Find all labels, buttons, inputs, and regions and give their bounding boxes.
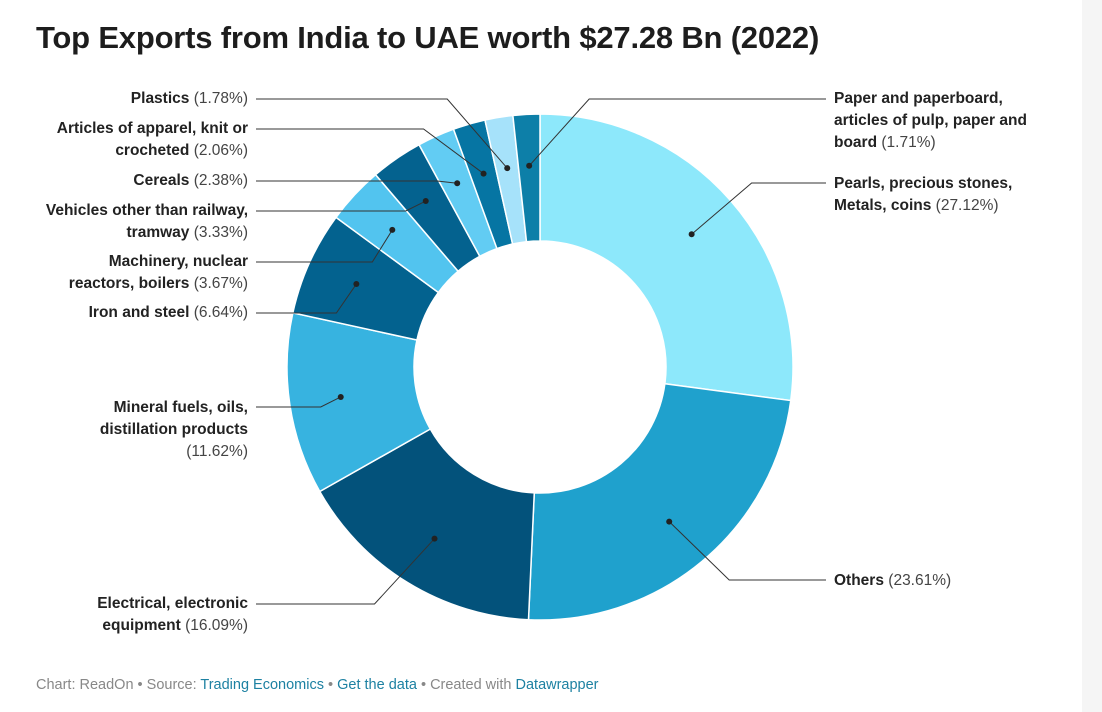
leader-line-machinery	[256, 226, 396, 263]
slice-electrical[interactable]	[318, 427, 536, 621]
slice-others[interactable]	[527, 382, 792, 621]
leader-line-plastics	[256, 98, 511, 172]
footer-credit: Chart: ReadOn	[36, 677, 134, 693]
datawrapper-link[interactable]: Datawrapper	[515, 677, 599, 693]
slice-label-machinery: Machinery, nuclear reactors, boilers (3.…	[43, 251, 248, 295]
slice-label-name: Cereals	[133, 172, 190, 189]
slice-label-pearls: Pearls, precious stones, Metals, coins (…	[834, 173, 1039, 217]
page-side-strip	[1082, 0, 1102, 712]
slice-label-plastics: Plastics (1.78%)	[18, 88, 248, 110]
slice-label-percent: (1.71%)	[881, 134, 936, 151]
footer-separator: • Source:	[133, 677, 201, 693]
slice-label-percent: (2.06%)	[193, 142, 248, 159]
leader-line-electrical	[256, 535, 438, 605]
slice-label-percent: (1.78%)	[193, 90, 248, 107]
slice-label-percent: (3.67%)	[193, 275, 248, 292]
slice-label-percent: (6.64%)	[193, 304, 248, 321]
slice-label-name: Plastics	[130, 90, 190, 107]
chart-title: Top Exports from India to UAE worth $27.…	[36, 20, 820, 55]
slice-label-name: Electrical, electronic equipment	[97, 595, 248, 634]
slice-label-name: Paper and paperboard, articles of pulp, …	[834, 90, 1027, 151]
slice-label-name: Articles of apparel, knit or crocheted	[56, 120, 248, 159]
slice-label-vehicles: Vehicles other than railway, tramway (3.…	[43, 200, 248, 244]
leader-line-cereals	[256, 180, 461, 187]
slice-label-name: Others	[834, 572, 884, 589]
leader-line-vehicles	[256, 198, 429, 212]
slice-label-percent: (11.62%)	[186, 443, 248, 460]
slice-label-cereals: Cereals (2.38%)	[18, 170, 248, 192]
slice-label-paper: Paper and paperboard, articles of pulp, …	[834, 88, 1059, 154]
slice-label-name: Vehicles other than railway, tramway	[45, 202, 248, 241]
slice-label-percent: (2.38%)	[193, 172, 248, 189]
slice-label-iron-steel: Iron and steel (6.64%)	[18, 302, 248, 324]
slice-label-percent: (16.09%)	[185, 617, 248, 634]
slice-label-percent: (27.12%)	[935, 197, 999, 214]
leader-line-pearls	[688, 182, 826, 238]
slice-paper[interactable]	[512, 113, 541, 243]
slice-label-name: Iron and steel	[88, 304, 190, 321]
get-the-data-link[interactable]: Get the data	[337, 677, 417, 693]
leader-line-mineral-fuels	[256, 393, 344, 408]
leader-line-paper	[526, 98, 826, 169]
leader-line-apparel	[256, 128, 487, 177]
chart-footer: Chart: ReadOn • Source: Trading Economic…	[36, 677, 599, 693]
slice-pearls[interactable]	[539, 113, 794, 402]
footer-separator: • Created with	[416, 677, 516, 693]
footer-separator: •	[323, 677, 338, 693]
slice-label-mineral-fuels: Mineral fuels, oils, distillation produc…	[73, 397, 248, 463]
slice-label-name: Mineral fuels, oils, distillation produc…	[99, 399, 248, 438]
slice-label-name: Machinery, nuclear reactors, boilers	[68, 253, 248, 292]
slice-label-name: Pearls, precious stones, Metals, coins	[834, 175, 1013, 214]
leader-line-others	[666, 518, 826, 581]
source-link[interactable]: Trading Economics	[200, 677, 324, 693]
slice-label-apparel: Articles of apparel, knit or crocheted (…	[28, 118, 248, 162]
slice-label-percent: (3.33%)	[193, 224, 248, 241]
leader-line-iron-steel	[256, 281, 360, 314]
slice-label-electrical: Electrical, electronic equipment (16.09%…	[73, 593, 248, 637]
slice-label-others: Others (23.61%)	[834, 570, 1064, 592]
slice-label-percent: (23.61%)	[888, 572, 952, 589]
